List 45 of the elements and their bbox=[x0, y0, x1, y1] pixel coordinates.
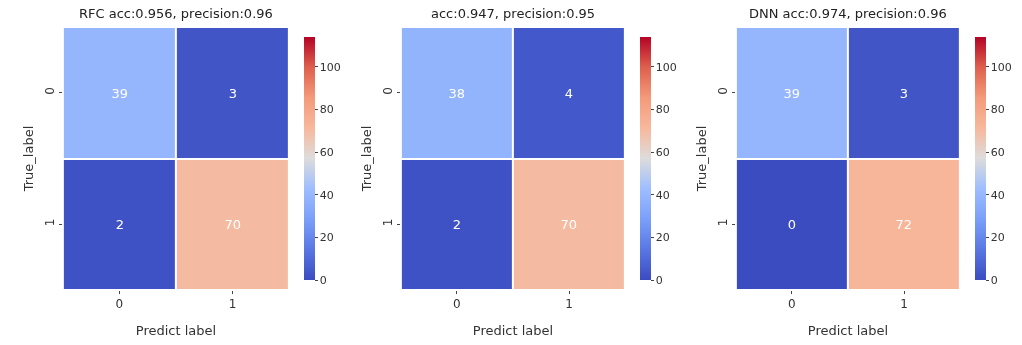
color-bar-label: 0 bbox=[319, 273, 327, 287]
color-bar-label: 100 bbox=[655, 60, 677, 74]
color-bar-label: 80 bbox=[655, 103, 670, 117]
chart-title: RFC acc:0.956, precision:0.96 bbox=[79, 6, 273, 21]
chart-title: acc:0.947, precision:0.95 bbox=[431, 6, 596, 21]
data-label: 2 bbox=[115, 216, 124, 232]
data-label: 39 bbox=[111, 85, 129, 101]
data-label: 4 bbox=[564, 85, 573, 101]
color-bar-label: 0 bbox=[655, 273, 663, 287]
color-bar-label: 40 bbox=[990, 188, 1005, 202]
color-bar-label: 100 bbox=[990, 60, 1012, 74]
color-bar-label: 80 bbox=[990, 103, 1005, 117]
y-axis-title: True_label bbox=[693, 125, 709, 193]
x-axis-title: Predict label bbox=[807, 323, 889, 338]
data-label: 39 bbox=[783, 85, 801, 101]
color-bar-label: 20 bbox=[319, 231, 334, 245]
color-bar-label: 60 bbox=[990, 145, 1005, 159]
x-axis-title: Predict label bbox=[135, 323, 217, 338]
x-tick-label: 0 bbox=[788, 297, 796, 312]
x-tick-label: 0 bbox=[115, 297, 124, 312]
data-label: 3 bbox=[228, 85, 237, 101]
x-tick-label: 1 bbox=[565, 297, 573, 312]
y-axis-title: True_label bbox=[358, 125, 374, 193]
data-label: 38 bbox=[448, 85, 466, 101]
color-bar-label: 0 bbox=[990, 273, 998, 287]
x-tick-label: 0 bbox=[453, 297, 461, 312]
color-bar-label: 40 bbox=[655, 188, 670, 202]
color-bar-label: 40 bbox=[319, 188, 334, 202]
data-label: 70 bbox=[560, 216, 578, 232]
x-axis-title: Predict label bbox=[472, 323, 554, 338]
data-label: 0 bbox=[787, 216, 796, 232]
x-tick-label: 1 bbox=[228, 297, 237, 312]
x-tick-label: 1 bbox=[900, 297, 908, 312]
data-label: 70 bbox=[224, 216, 242, 232]
color-bar-label: 60 bbox=[655, 145, 670, 159]
color-bar-label: 20 bbox=[990, 231, 1005, 245]
color-bar-label: 100 bbox=[319, 60, 341, 74]
chart-title: DNN acc:0.974, precision:0.96 bbox=[749, 6, 947, 21]
color-bar-label: 60 bbox=[319, 145, 334, 159]
data-label: 3 bbox=[899, 85, 908, 101]
color-bar-label: 80 bbox=[319, 103, 334, 117]
color-bar-label: 20 bbox=[655, 231, 670, 245]
y-axis-title: True_label bbox=[20, 125, 36, 193]
data-label: 72 bbox=[895, 216, 913, 232]
data-label: 2 bbox=[452, 216, 461, 232]
